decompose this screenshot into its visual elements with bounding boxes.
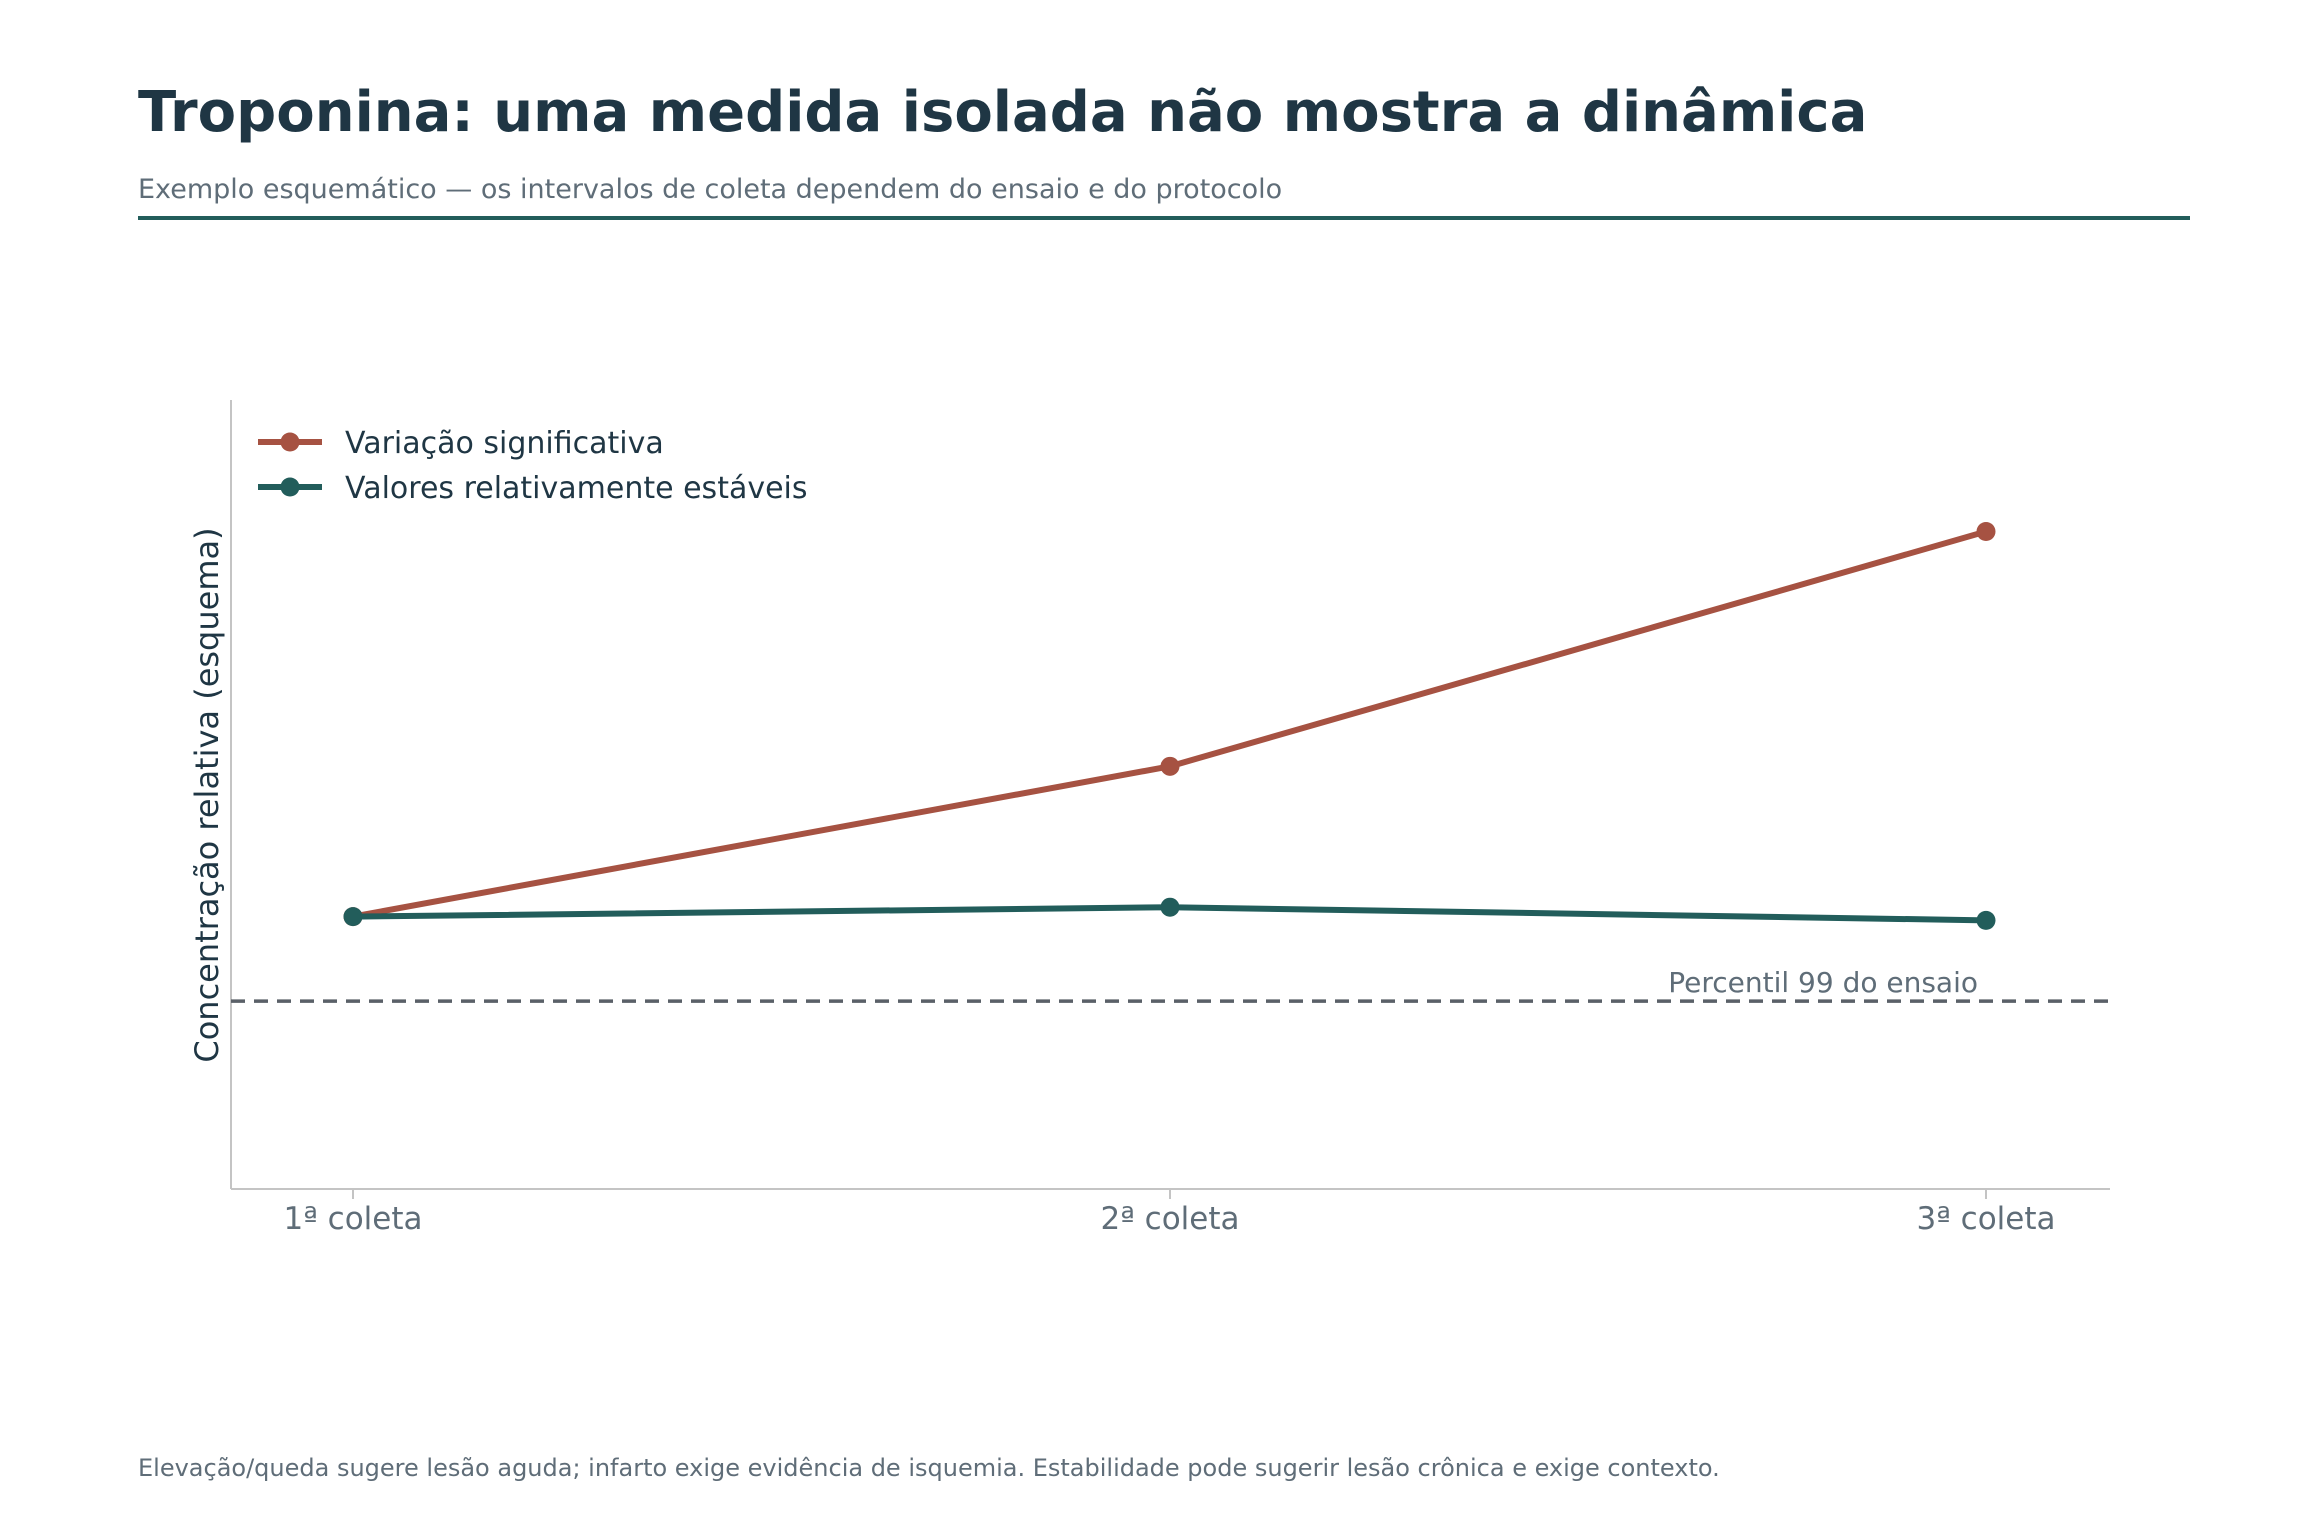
- legend-swatch-marker: [280, 432, 300, 452]
- reference-label: Percentil 99 do ensaio: [1668, 966, 1978, 999]
- chart-title: Troponina: uma medida isolada não mostra…: [138, 80, 1868, 145]
- data-point: [1976, 522, 1996, 541]
- x-tick-label: 3ª coleta: [1916, 1201, 2055, 1237]
- y-axis-label: Concentração relativa (esquema): [188, 527, 226, 1062]
- x-tick-label: 1ª coleta: [283, 1201, 422, 1237]
- x-ticks: 1ª coleta 2ª coleta 3ª coleta: [283, 1189, 2056, 1237]
- reference-group: Percentil 99 do ensaio: [231, 966, 2110, 1003]
- legend: Variação significativa Valores relativame…: [258, 426, 808, 506]
- series-layer: [343, 522, 1996, 930]
- legend-label: Variação significativa: [345, 426, 664, 461]
- x-tick-label: 2ª coleta: [1100, 1201, 1239, 1237]
- title-divider: [138, 216, 2190, 220]
- data-point: [1160, 897, 1180, 917]
- data-point: [1976, 910, 1996, 930]
- series-line: [350, 528, 1989, 920]
- series-1: [343, 522, 1996, 927]
- data-point: [1160, 756, 1180, 776]
- series-2: [343, 897, 1996, 930]
- legend-label: Valores relativamente estáveis: [345, 471, 808, 506]
- data-point: [343, 907, 363, 927]
- chart-axes: [230, 400, 2110, 1190]
- chart-subtitle: Exemplo esquemático — os intervalos de c…: [138, 174, 1283, 205]
- footnote: Elevação/queda sugere lesão aguda; infar…: [138, 1454, 1720, 1482]
- legend-swatch-marker: [280, 477, 300, 497]
